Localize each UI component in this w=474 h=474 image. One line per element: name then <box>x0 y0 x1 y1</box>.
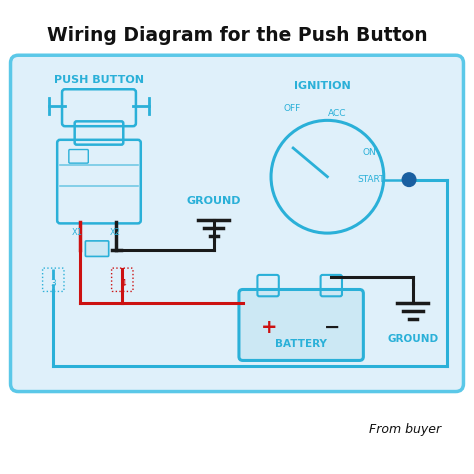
Text: Wiring Diagram for the Push Button: Wiring Diagram for the Push Button <box>46 26 428 46</box>
Text: OFF: OFF <box>284 104 301 113</box>
Text: 4: 4 <box>120 279 126 288</box>
Text: 3: 3 <box>50 279 56 288</box>
Text: IGNITION: IGNITION <box>294 82 351 91</box>
Text: START: START <box>357 175 385 184</box>
Text: GROUND: GROUND <box>387 334 438 344</box>
FancyBboxPatch shape <box>85 241 109 256</box>
Text: X2: X2 <box>110 228 121 237</box>
FancyBboxPatch shape <box>10 55 464 392</box>
Text: +: + <box>261 318 277 337</box>
FancyBboxPatch shape <box>239 290 364 360</box>
Text: From buyer: From buyer <box>369 423 441 436</box>
Text: −: − <box>324 318 340 337</box>
Text: PUSH BUTTON: PUSH BUTTON <box>54 74 144 84</box>
Text: BATTERY: BATTERY <box>275 339 327 349</box>
Text: ON: ON <box>362 148 376 157</box>
Text: GROUND: GROUND <box>186 196 241 206</box>
Text: X1: X1 <box>72 228 83 237</box>
Text: ACC: ACC <box>328 109 346 118</box>
Circle shape <box>402 173 416 186</box>
